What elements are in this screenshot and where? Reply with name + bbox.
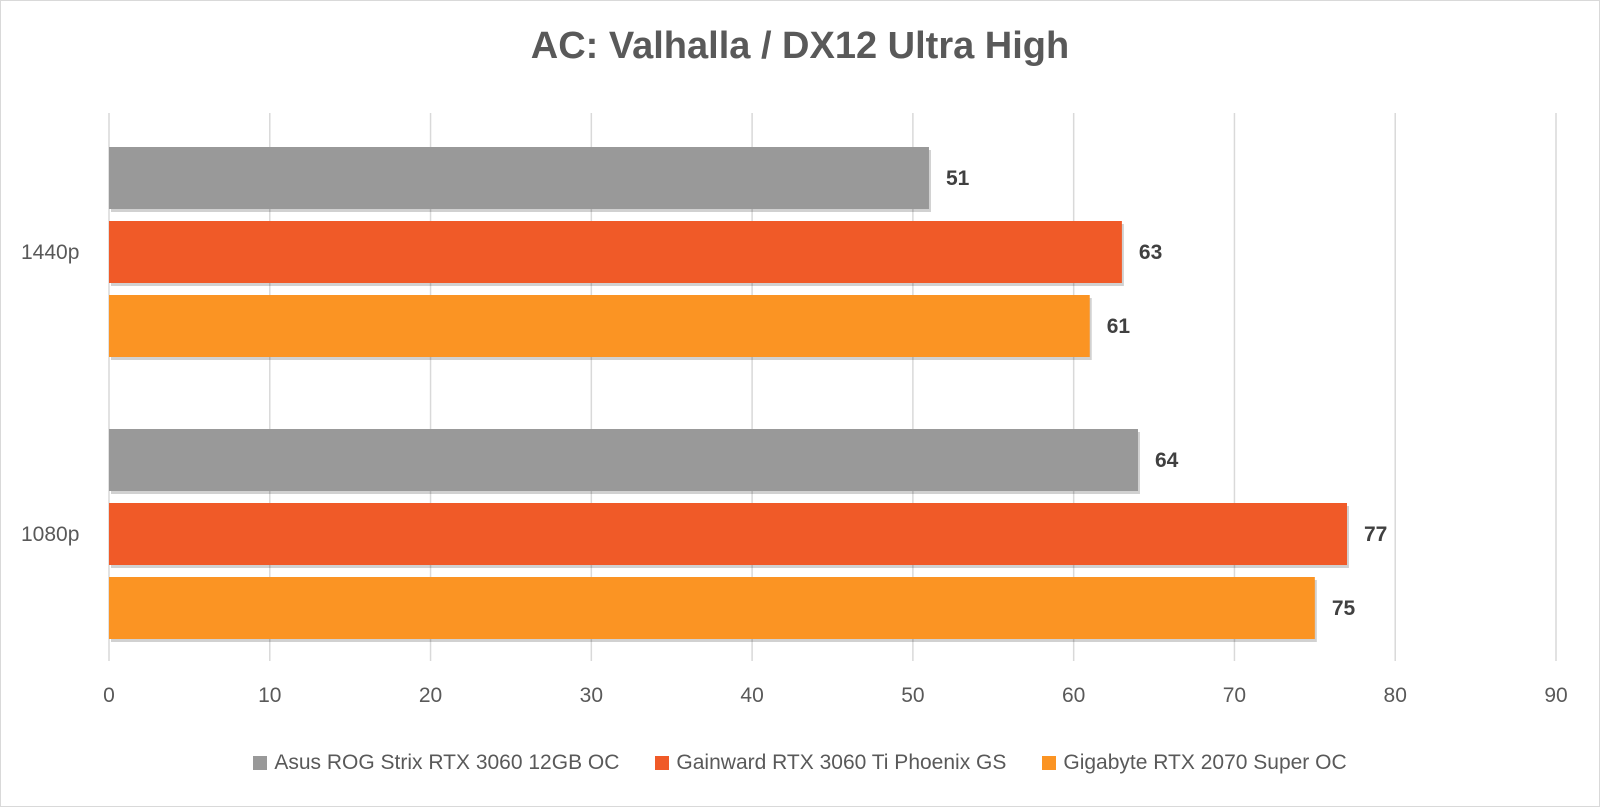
legend-swatch <box>655 756 670 770</box>
x-tick-label-10: 10 <box>258 684 281 707</box>
legend-label: Asus ROG Strix RTX 3060 12GB OC <box>274 751 620 774</box>
x-tick-label-0: 0 <box>103 684 115 707</box>
data-label-1440p-series-1: 63 <box>1139 241 1162 264</box>
x-tick-label-80: 80 <box>1384 684 1407 707</box>
bar-1080p-series-2 <box>109 577 1315 639</box>
legend-item-0: Asus ROG Strix RTX 3060 12GB OC <box>253 751 619 775</box>
legend-label: Gainward RTX 3060 Ti Phoenix GS <box>676 751 1007 774</box>
bar-1080p-series-0 <box>109 429 1138 491</box>
data-label-1080p-series-0: 64 <box>1155 449 1179 472</box>
bar-1080p-series-1 <box>109 503 1347 565</box>
x-tick-label-70: 70 <box>1223 684 1246 707</box>
legend-item-1: Gainward RTX 3060 Ti Phoenix GS <box>655 751 1006 775</box>
chart-legend: Asus ROG Strix RTX 3060 12GB OC Gainward … <box>1 751 1599 775</box>
x-tick-label-40: 40 <box>740 684 763 707</box>
chart-title: AC: Valhalla / DX12 Ultra High <box>530 25 1070 67</box>
data-label-1440p-series-2: 61 <box>1107 315 1131 338</box>
bar-1440p-series-0 <box>109 147 929 209</box>
x-tick-label-90: 90 <box>1544 684 1567 707</box>
legend-swatch <box>1042 756 1057 770</box>
bar-1440p-series-1 <box>109 221 1122 283</box>
y-category-label-1080p: 1080p <box>21 523 79 546</box>
legend-item-2: Gigabyte RTX 2070 Super OC <box>1042 751 1347 775</box>
x-tick-label-60: 60 <box>1062 684 1085 707</box>
data-label-1440p-series-0: 51 <box>946 167 970 190</box>
legend-swatch <box>253 756 268 770</box>
legend-label: Gigabyte RTX 2070 Super OC <box>1063 751 1347 774</box>
data-label-1080p-series-2: 75 <box>1332 597 1356 620</box>
y-category-label-1440p: 1440p <box>21 241 79 264</box>
bar-1440p-series-2 <box>109 295 1090 357</box>
x-tick-label-50: 50 <box>901 684 924 707</box>
x-tick-label-30: 30 <box>580 684 603 707</box>
data-label-1080p-series-1: 77 <box>1364 523 1387 546</box>
x-tick-label-20: 20 <box>419 684 442 707</box>
